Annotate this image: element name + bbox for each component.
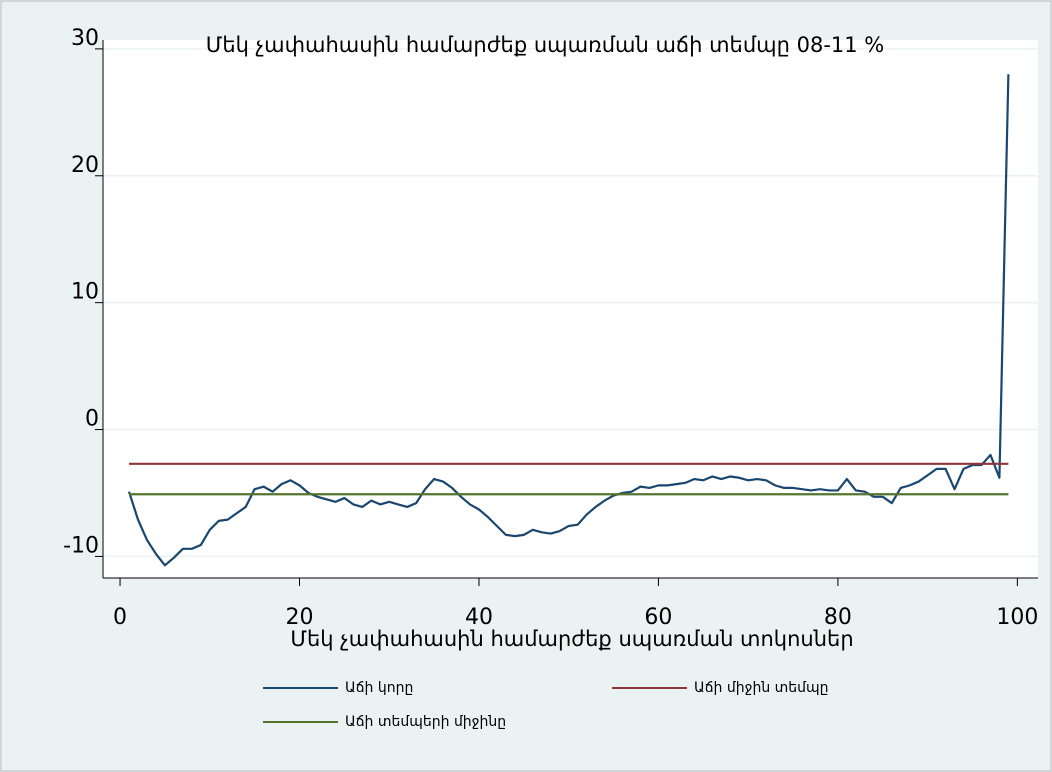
legend-label: Աճի կորը <box>345 680 413 696</box>
y-tick-label: 10 <box>71 280 99 305</box>
legend-label: Աճի միջին տեմպը <box>694 680 829 696</box>
y-tick-label: -10 <box>63 533 99 558</box>
x-tick-label: 0 <box>113 605 127 630</box>
chart-title: Մեկ չափահասին համարժեք սպառման աճի տեմպը… <box>206 33 885 57</box>
plot-area <box>103 40 1038 578</box>
x-tick-label: 40 <box>465 605 493 630</box>
x-tick-label: 20 <box>286 605 314 630</box>
y-tick-label: 20 <box>71 153 99 178</box>
y-tick-label: 30 <box>71 26 99 51</box>
legend-label: Աճի տեմպերի միջինը <box>345 714 506 730</box>
x-tick-label: 60 <box>644 605 672 630</box>
x-tick-label: 80 <box>824 605 852 630</box>
y-tick-label: 0 <box>85 407 99 432</box>
x-axis-label: Մեկ չափահասին համարժեք սպառման տոկոսներ <box>290 627 853 651</box>
x-tick-label: 100 <box>996 605 1038 630</box>
series-line <box>127 74 1010 567</box>
